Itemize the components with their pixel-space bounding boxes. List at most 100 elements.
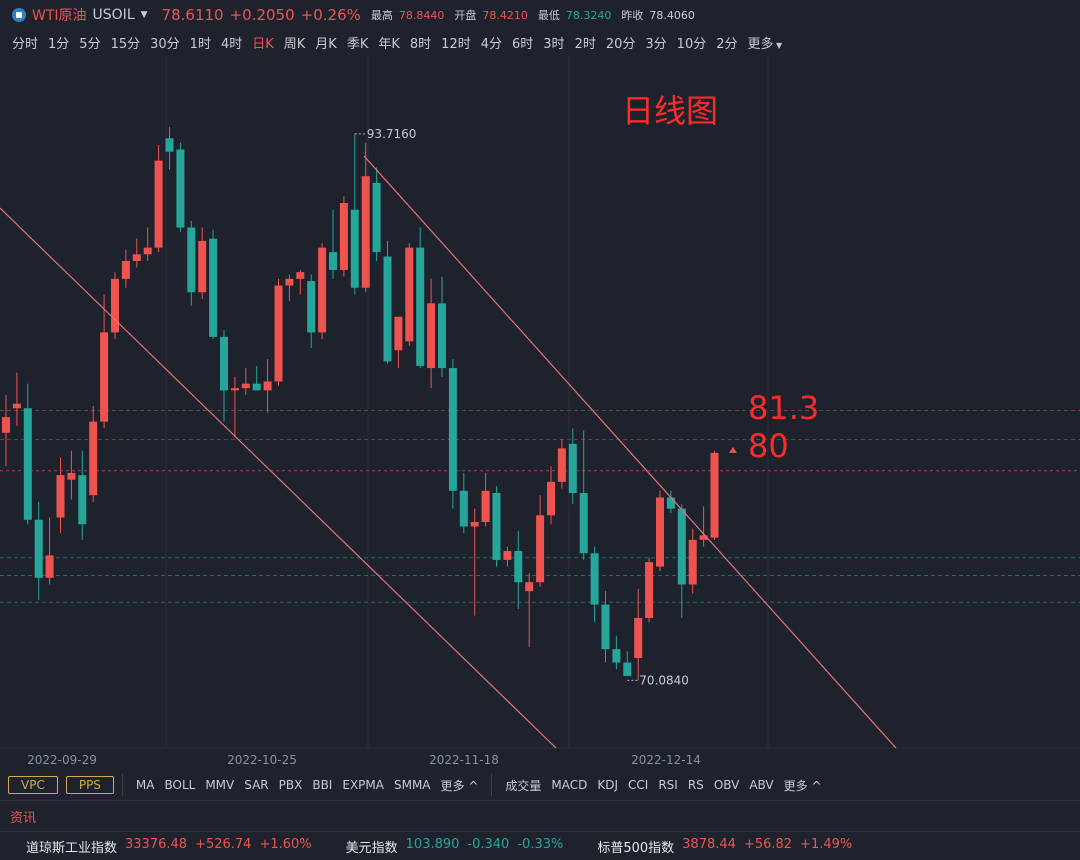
- candle[interactable]: [67, 472, 76, 480]
- candle[interactable]: [383, 256, 392, 362]
- candle[interactable]: [372, 182, 381, 253]
- period-tab[interactable]: 3时: [543, 36, 565, 52]
- main-indicator-option[interactable]: MA: [135, 778, 155, 792]
- instrument-name[interactable]: WTI原油: [32, 8, 87, 24]
- period-tab[interactable]: 12时: [441, 36, 471, 52]
- period-tab[interactable]: 分时: [12, 36, 39, 52]
- period-tab[interactable]: 6时: [512, 36, 534, 52]
- candle[interactable]: [568, 443, 577, 493]
- candle[interactable]: [503, 551, 512, 560]
- candle[interactable]: [100, 332, 109, 422]
- candle[interactable]: [2, 417, 10, 433]
- candle[interactable]: [56, 475, 65, 518]
- candle[interactable]: [209, 238, 218, 337]
- candle[interactable]: [45, 555, 54, 578]
- indicator-toggle-vpc[interactable]: VPC: [8, 776, 58, 794]
- candle[interactable]: [514, 551, 523, 583]
- candle[interactable]: [350, 209, 359, 288]
- indicator-toggle-pps[interactable]: PPS: [65, 776, 114, 794]
- main-indicator-option[interactable]: 更多 ^: [440, 778, 479, 793]
- candle[interactable]: [111, 278, 119, 333]
- candle[interactable]: [318, 247, 327, 333]
- candle[interactable]: [187, 227, 196, 293]
- sub-indicator-option[interactable]: ABV: [749, 778, 774, 792]
- candle[interactable]: [645, 562, 654, 618]
- candle[interactable]: [176, 149, 185, 228]
- candle[interactable]: [677, 508, 686, 585]
- candle[interactable]: [656, 497, 664, 567]
- period-tab[interactable]: 更多 ▼: [747, 36, 783, 52]
- candle[interactable]: [536, 515, 545, 583]
- sub-indicator-option[interactable]: CCI: [628, 778, 649, 792]
- trend-line-upper[interactable]: [363, 155, 897, 749]
- candle[interactable]: [12, 403, 21, 409]
- candle[interactable]: [296, 272, 305, 279]
- period-tab[interactable]: 8时: [409, 36, 432, 52]
- period-tab[interactable]: 5分: [79, 36, 101, 52]
- candle[interactable]: [427, 303, 436, 369]
- candle[interactable]: [710, 452, 719, 538]
- sub-indicator-option[interactable]: 成交量: [505, 778, 542, 793]
- sub-indicator-option[interactable]: MACD: [551, 778, 588, 792]
- candle[interactable]: [241, 383, 250, 389]
- period-tab[interactable]: 15分: [110, 36, 141, 52]
- candle[interactable]: [132, 254, 141, 261]
- candle[interactable]: [220, 336, 228, 391]
- period-tab[interactable]: 1分: [48, 36, 70, 52]
- sub-indicator-option[interactable]: RS: [687, 778, 704, 792]
- sub-indicator-option[interactable]: 更多 ^: [783, 778, 822, 793]
- main-indicator-option[interactable]: PBX: [278, 778, 303, 792]
- candle[interactable]: [307, 281, 316, 333]
- sub-indicator-option[interactable]: OBV: [713, 778, 740, 792]
- candle[interactable]: [230, 388, 239, 391]
- main-indicator-option[interactable]: MMV: [205, 778, 235, 792]
- candle[interactable]: [666, 497, 675, 509]
- candle[interactable]: [394, 316, 403, 351]
- candlestick-chart[interactable]: 93.7160 70.0840 日线图 81.380 2022-09-29 2022-10…: [0, 56, 1080, 768]
- candle[interactable]: [601, 604, 610, 650]
- candle[interactable]: [89, 421, 98, 496]
- candle[interactable]: [634, 617, 643, 659]
- period-tab[interactable]: 3分: [645, 36, 667, 52]
- candle[interactable]: [688, 539, 697, 585]
- instrument-code[interactable]: USOIL: [92, 7, 135, 23]
- ticker-item[interactable]: 标普500指数 3878.44 +56.82 +1.49%: [597, 837, 852, 856]
- candle[interactable]: [579, 493, 588, 554]
- period-tab[interactable]: 2分: [716, 36, 738, 52]
- candle[interactable]: [405, 247, 414, 342]
- period-tab[interactable]: 1时: [189, 36, 211, 52]
- candle[interactable]: [590, 553, 599, 605]
- candle[interactable]: [699, 535, 708, 540]
- ticker-item[interactable]: 道琼斯工业指数 33376.48 +526.74 +1.60%: [26, 837, 312, 856]
- period-tab[interactable]: 4时: [220, 36, 243, 52]
- main-indicator-option[interactable]: BBI: [312, 778, 333, 792]
- candle[interactable]: [285, 278, 294, 286]
- candle[interactable]: [143, 247, 152, 255]
- candle[interactable]: [481, 490, 490, 522]
- trend-line-lower[interactable]: [0, 207, 557, 749]
- period-tab[interactable]: 20分: [605, 36, 636, 52]
- main-indicator-option[interactable]: SMMA: [393, 778, 431, 792]
- sub-indicator-option[interactable]: RSI: [658, 778, 678, 792]
- candle[interactable]: [274, 285, 283, 382]
- main-indicator-option[interactable]: SAR: [244, 778, 269, 792]
- candle[interactable]: [438, 303, 446, 369]
- candle[interactable]: [329, 252, 337, 270]
- ticker-item[interactable]: 美元指数 103.890 -0.340 -0.33%: [346, 837, 564, 856]
- candle[interactable]: [252, 383, 261, 391]
- news-tab[interactable]: 资讯: [10, 810, 37, 826]
- candle[interactable]: [78, 475, 87, 525]
- candle[interactable]: [612, 649, 621, 663]
- period-tab[interactable]: 月K: [315, 36, 337, 52]
- candle[interactable]: [23, 408, 32, 520]
- candle[interactable]: [623, 662, 632, 676]
- candle[interactable]: [165, 138, 174, 152]
- period-tab[interactable]: 年K: [378, 36, 400, 52]
- candle[interactable]: [557, 448, 566, 482]
- candle[interactable]: [198, 240, 207, 293]
- candle[interactable]: [154, 160, 163, 248]
- candle[interactable]: [470, 522, 479, 527]
- candle[interactable]: [263, 381, 272, 391]
- sub-indicator-option[interactable]: KDJ: [597, 778, 619, 792]
- period-tab[interactable]: 4分: [480, 36, 502, 52]
